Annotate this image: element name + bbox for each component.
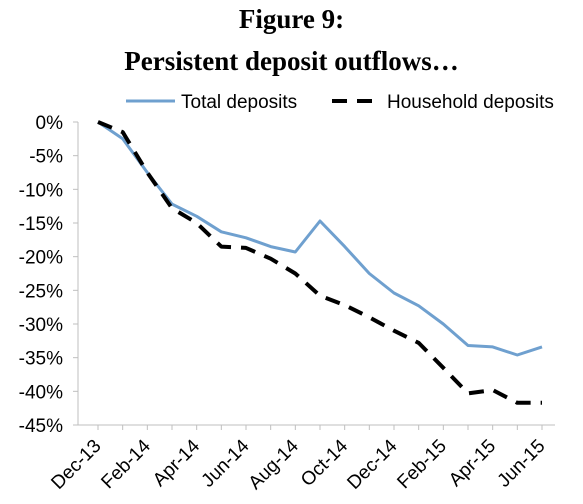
x-tick-label: Feb-15 xyxy=(393,436,450,493)
x-tick-label: Dec-13 xyxy=(47,436,105,494)
legend-label-total: Total deposits xyxy=(181,92,297,113)
chart-subtitle: Persistent deposit outflows… xyxy=(124,46,459,76)
x-tick-label: Apr-15 xyxy=(445,436,500,491)
x-axis: Dec-13Feb-14Apr-14Jun-14Aug-14Oct-14Dec-… xyxy=(47,424,555,494)
y-tick-label: -45% xyxy=(19,416,63,437)
y-tick-label: -35% xyxy=(19,349,63,370)
y-tick-label: -5% xyxy=(29,147,63,168)
x-tick-label: Jun-14 xyxy=(198,435,254,491)
y-tick-label: 0% xyxy=(36,113,64,134)
household-deposits-line xyxy=(97,120,542,405)
y-axis: 0% -5% -10% -15% -20% -25% -30% -35% -40% -45% xyxy=(19,113,79,437)
y-tick-label: -25% xyxy=(19,281,63,302)
y-tick-label: -10% xyxy=(19,180,63,201)
y-tick-label: -15% xyxy=(19,214,63,235)
x-tick-label: Feb-14 xyxy=(97,435,155,493)
total-deposits-line xyxy=(97,120,543,357)
x-tick-label: Aug-14 xyxy=(245,435,303,493)
legend: Total deposits Household deposits xyxy=(126,92,554,113)
x-tick-label: Dec-14 xyxy=(343,435,401,493)
plot-area xyxy=(97,120,543,405)
x-tick-label: Apr-14 xyxy=(149,435,204,490)
y-tick-label: -40% xyxy=(19,382,63,403)
x-tick-label: Jun-15 xyxy=(494,436,550,492)
y-tick-label: -30% xyxy=(19,315,63,336)
x-tick-label: Oct-14 xyxy=(297,435,352,490)
chart-title: Figure 9: xyxy=(238,4,345,34)
legend-label-household: Household deposits xyxy=(387,92,554,113)
y-tick-label: -20% xyxy=(19,248,63,269)
